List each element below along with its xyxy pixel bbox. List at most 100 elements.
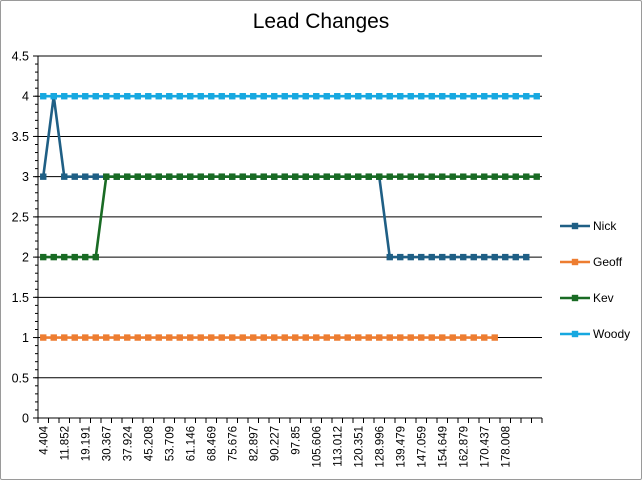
data-point bbox=[418, 93, 425, 100]
legend-marker bbox=[571, 294, 579, 302]
data-point bbox=[355, 334, 362, 341]
y-tick-label: 3 bbox=[22, 170, 29, 184]
data-point bbox=[61, 253, 68, 261]
data-point bbox=[176, 173, 183, 180]
data-point bbox=[71, 334, 78, 341]
data-point bbox=[92, 253, 99, 261]
y-tick-label: 1 bbox=[22, 331, 29, 345]
data-point bbox=[82, 173, 89, 180]
data-point bbox=[502, 93, 509, 100]
legend-marker bbox=[571, 330, 579, 338]
data-point bbox=[512, 253, 519, 261]
data-point bbox=[40, 334, 47, 341]
data-point bbox=[239, 173, 246, 180]
data-point bbox=[533, 173, 540, 180]
data-point bbox=[40, 173, 47, 180]
data-point bbox=[313, 334, 320, 341]
data-point bbox=[82, 334, 89, 341]
data-point bbox=[50, 253, 57, 261]
data-point bbox=[355, 93, 362, 100]
x-tick-label: 82.897 bbox=[248, 426, 260, 461]
data-point bbox=[113, 334, 120, 341]
data-point bbox=[82, 93, 89, 100]
data-point bbox=[365, 173, 372, 180]
data-point bbox=[376, 93, 383, 100]
data-point bbox=[470, 253, 477, 261]
data-point bbox=[187, 173, 194, 180]
x-tick-label: 68.469 bbox=[206, 426, 218, 461]
legend-label: Nick bbox=[593, 219, 617, 233]
data-point bbox=[502, 253, 509, 261]
data-point bbox=[533, 93, 540, 100]
data-point bbox=[124, 173, 131, 180]
data-point bbox=[250, 173, 257, 180]
data-point bbox=[92, 334, 99, 341]
data-point bbox=[418, 253, 425, 261]
data-point bbox=[470, 173, 477, 180]
data-point bbox=[187, 334, 194, 341]
data-point bbox=[481, 253, 488, 261]
data-point bbox=[386, 173, 393, 180]
data-point bbox=[502, 173, 509, 180]
chart-title: Lead Changes bbox=[252, 10, 390, 33]
data-point bbox=[397, 173, 404, 180]
x-tick-label: 178.008 bbox=[500, 426, 512, 468]
data-point bbox=[292, 93, 299, 100]
data-point bbox=[250, 334, 257, 341]
x-tick-label: 139.479 bbox=[395, 426, 407, 468]
data-point bbox=[334, 173, 341, 180]
data-point bbox=[208, 93, 215, 100]
data-point bbox=[208, 334, 215, 341]
data-point bbox=[292, 173, 299, 180]
data-point bbox=[281, 334, 288, 341]
data-point bbox=[229, 93, 236, 100]
legend-marker bbox=[571, 258, 579, 266]
data-point bbox=[134, 93, 141, 100]
data-point bbox=[176, 334, 183, 341]
data-point bbox=[260, 93, 267, 100]
data-point bbox=[491, 334, 498, 341]
data-point bbox=[344, 93, 351, 100]
data-point bbox=[439, 253, 446, 261]
data-point bbox=[166, 334, 173, 341]
data-point bbox=[145, 93, 152, 100]
data-point bbox=[512, 93, 519, 100]
data-point bbox=[460, 334, 467, 341]
data-point bbox=[523, 93, 530, 100]
data-point bbox=[407, 334, 414, 341]
data-point bbox=[355, 173, 362, 180]
legend-entry-geoff: Geoff bbox=[560, 255, 623, 269]
legend-marker bbox=[571, 222, 579, 230]
data-point bbox=[386, 93, 393, 100]
data-point bbox=[334, 93, 341, 100]
data-point bbox=[82, 253, 89, 261]
data-point bbox=[481, 93, 488, 100]
data-point bbox=[61, 173, 68, 180]
data-point bbox=[397, 334, 404, 341]
x-tick-label: 61.146 bbox=[185, 426, 197, 461]
data-point bbox=[523, 253, 530, 261]
x-tick-label: 170.437 bbox=[479, 426, 491, 468]
x-tick-label: 19.191 bbox=[80, 426, 92, 461]
y-tick-label: 0.5 bbox=[12, 371, 29, 385]
y-tick-label: 1.5 bbox=[12, 291, 29, 305]
data-point bbox=[50, 334, 57, 341]
data-point bbox=[481, 334, 488, 341]
data-point bbox=[313, 93, 320, 100]
data-point bbox=[92, 173, 99, 180]
series-geoff bbox=[40, 334, 498, 341]
x-tick-label: 90.227 bbox=[269, 426, 281, 461]
data-point bbox=[302, 93, 309, 100]
data-point bbox=[449, 173, 456, 180]
legend-entry-nick: Nick bbox=[560, 219, 617, 233]
data-point bbox=[344, 173, 351, 180]
data-point bbox=[428, 334, 435, 341]
data-point bbox=[40, 253, 47, 261]
data-point bbox=[166, 93, 173, 100]
data-point bbox=[239, 93, 246, 100]
data-point bbox=[449, 93, 456, 100]
data-point bbox=[491, 173, 498, 180]
data-point bbox=[491, 93, 498, 100]
